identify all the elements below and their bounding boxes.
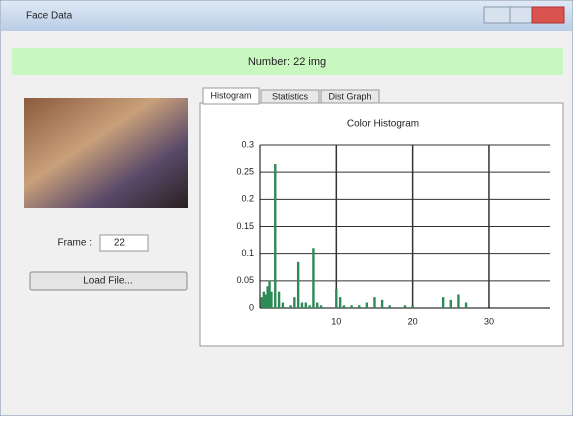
bar bbox=[293, 297, 296, 308]
bar bbox=[319, 305, 323, 308]
bar bbox=[335, 288, 338, 308]
bar bbox=[388, 305, 391, 308]
y-tick-label: 0.25 bbox=[236, 167, 254, 177]
bar bbox=[350, 305, 353, 308]
bar bbox=[411, 305, 414, 308]
tab-panel bbox=[199, 102, 564, 347]
bar bbox=[264, 294, 267, 308]
bar bbox=[270, 291, 273, 308]
bar bbox=[304, 302, 307, 308]
tab[interactable] bbox=[202, 87, 260, 105]
close-button[interactable] bbox=[531, 6, 565, 24]
bar bbox=[268, 280, 271, 308]
x-tick-label: 30 bbox=[484, 316, 494, 326]
bar bbox=[274, 164, 277, 308]
bar bbox=[300, 302, 304, 308]
bar bbox=[277, 291, 281, 308]
frame-value: 22 bbox=[114, 238, 126, 249]
banner-text: Number: 22 img bbox=[248, 56, 326, 68]
tab-label: Dist Graph bbox=[328, 91, 371, 101]
bar bbox=[312, 248, 315, 308]
bar bbox=[296, 261, 300, 308]
window-title: Face Data bbox=[26, 11, 73, 22]
minimize-button[interactable] bbox=[483, 6, 511, 24]
bar bbox=[289, 305, 292, 308]
x-tick-label: 10 bbox=[331, 316, 341, 326]
bar bbox=[262, 291, 266, 308]
frame-spinner[interactable] bbox=[99, 234, 149, 252]
y-tick-label: 0.3 bbox=[241, 139, 254, 149]
bar bbox=[457, 294, 460, 308]
tab[interactable] bbox=[260, 89, 320, 104]
banner bbox=[12, 48, 563, 75]
bar bbox=[308, 305, 311, 308]
bar bbox=[358, 305, 361, 308]
chart-title: Color Histogram bbox=[347, 119, 419, 130]
bar bbox=[380, 299, 384, 308]
y-tick-label: 0 bbox=[249, 302, 254, 312]
y-tick-label: 0.2 bbox=[241, 194, 254, 204]
y-tick-label: 0.15 bbox=[236, 221, 254, 231]
bar bbox=[260, 297, 264, 308]
photo bbox=[24, 98, 188, 208]
x-tick-label: 20 bbox=[408, 316, 418, 326]
bar bbox=[266, 286, 269, 308]
bar bbox=[441, 297, 445, 308]
tab-label: Statistics bbox=[272, 91, 309, 101]
bar bbox=[403, 305, 407, 308]
y-tick-label: 0.1 bbox=[241, 248, 254, 258]
tab[interactable] bbox=[320, 89, 380, 104]
bar bbox=[373, 297, 376, 308]
y-tick-label: 0.05 bbox=[236, 275, 254, 285]
load-button-label: Load File... bbox=[83, 276, 132, 287]
title-bar bbox=[1, 1, 572, 31]
bar bbox=[281, 302, 285, 308]
bar bbox=[449, 299, 452, 308]
tab-label: Histogram bbox=[210, 90, 251, 100]
bar bbox=[342, 305, 346, 308]
load-button[interactable] bbox=[29, 271, 188, 291]
bar bbox=[338, 297, 342, 308]
bar bbox=[464, 302, 468, 308]
maximize-button[interactable] bbox=[509, 6, 533, 24]
frame-label: Frame : bbox=[58, 238, 92, 249]
bar bbox=[316, 302, 319, 308]
bar bbox=[365, 302, 369, 308]
